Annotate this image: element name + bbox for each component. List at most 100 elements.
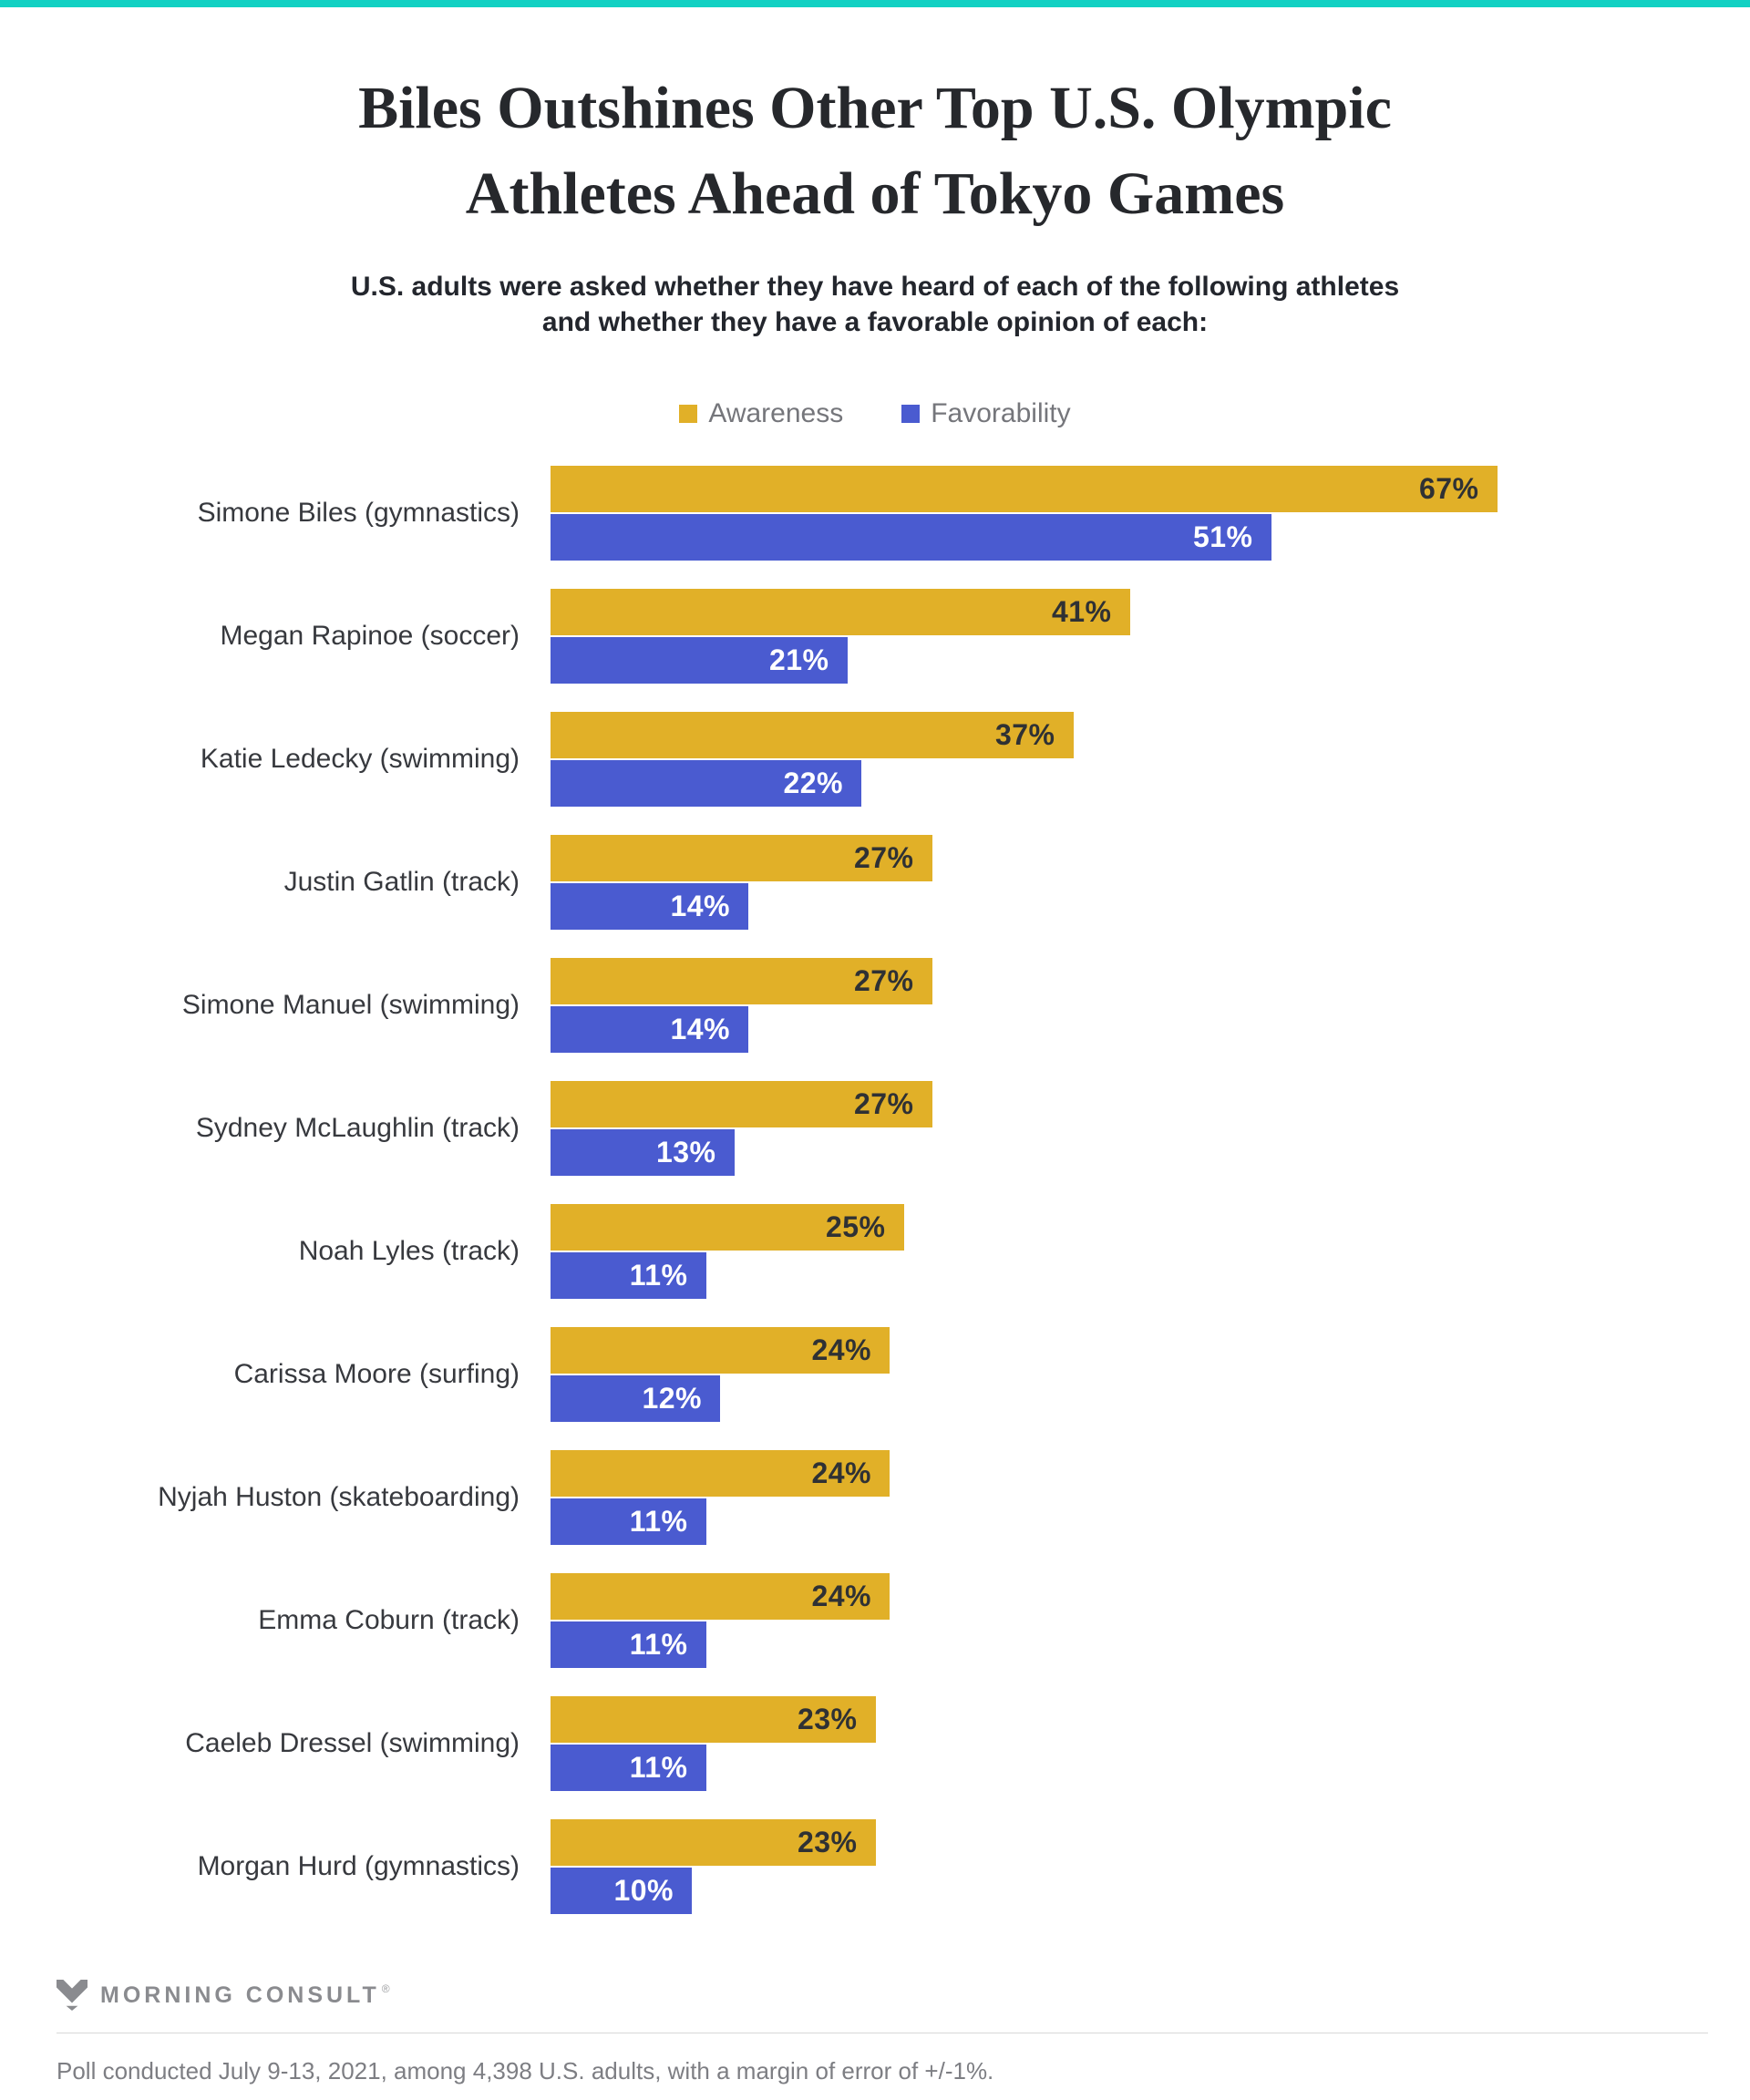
athlete-bars: 24% 11% <box>551 1573 890 1669</box>
awareness-bar: 25% <box>551 1204 904 1251</box>
registered-mark: ® <box>381 1982 390 1996</box>
chart-subtitle-line2: and whether they have a favorable opinio… <box>541 307 1209 338</box>
athlete-label: Simone Biles (gymnastics) <box>197 498 520 529</box>
favorability-value-label: 11% <box>629 1259 688 1292</box>
athlete-bars: 41% 21% <box>551 589 1130 685</box>
awareness-value-label: 23% <box>797 1703 858 1736</box>
athlete-row: Sydney McLaughlin (track) 27% 13% <box>0 1081 1750 1177</box>
awareness-value-label: 67% <box>1418 472 1479 506</box>
athlete-row: Katie Ledecky (swimming) 37% 22% <box>0 712 1750 808</box>
legend-item-awareness: Awareness <box>679 398 843 429</box>
awareness-value-label: 24% <box>811 1333 871 1367</box>
favorability-value-label: 14% <box>670 1013 730 1046</box>
favorability-bar: 11% <box>551 1621 706 1669</box>
logo-text: MORNING CONSULT <box>100 1982 380 2009</box>
athlete-row: Noah Lyles (track) 25% 11% <box>0 1204 1750 1300</box>
morning-consult-logo: MORNING CONSULT ® <box>57 1980 1708 2012</box>
awareness-bar: 23% <box>551 1696 876 1744</box>
athlete-bars: 24% 12% <box>551 1327 890 1423</box>
awareness-bar: 27% <box>551 1081 932 1128</box>
favorability-bar: 14% <box>551 1006 748 1054</box>
awareness-bar: 24% <box>551 1573 890 1621</box>
awareness-value-label: 27% <box>853 1087 914 1121</box>
favorability-bar: 11% <box>551 1745 706 1792</box>
athlete-row: Simone Manuel (swimming) 27% 14% <box>0 958 1750 1054</box>
athlete-label: Emma Coburn (track) <box>258 1605 520 1636</box>
athlete-label: Nyjah Huston (skateboarding) <box>158 1482 520 1513</box>
athlete-row: Morgan Hurd (gymnastics) 23% 10% <box>0 1819 1750 1915</box>
athlete-bars: 27% 13% <box>551 1081 932 1177</box>
favorability-value-label: 11% <box>629 1628 688 1662</box>
awareness-swatch-icon <box>679 405 698 424</box>
chart-subtitle: U.S. adults were asked whether they have… <box>55 269 1695 340</box>
chart-title-line1: Biles Outshines Other Top U.S. Olympic <box>358 75 1392 141</box>
top-accent-bar <box>0 0 1750 7</box>
awareness-bar: 24% <box>551 1450 890 1498</box>
awareness-value-label: 27% <box>853 841 914 875</box>
athlete-bars: 25% 11% <box>551 1204 904 1300</box>
favorability-bar: 14% <box>551 883 748 931</box>
athlete-bars: 67% 51% <box>551 466 1498 561</box>
athlete-bars: 23% 11% <box>551 1696 876 1792</box>
favorability-value-label: 51% <box>1192 520 1253 554</box>
legend: Awareness Favorability <box>0 398 1750 429</box>
legend-label-awareness: Awareness <box>708 398 844 429</box>
chart-subtitle-line1: U.S. adults were asked whether they have… <box>350 272 1400 303</box>
athlete-bars: 24% 11% <box>551 1450 890 1546</box>
athlete-label: Sydney McLaughlin (track) <box>195 1113 520 1144</box>
awareness-value-label: 41% <box>1051 595 1112 629</box>
awareness-value-label: 24% <box>811 1457 871 1490</box>
athlete-label: Justin Gatlin (track) <box>283 867 520 898</box>
awareness-bar: 27% <box>551 958 932 1005</box>
athlete-row: Justin Gatlin (track) 27% 14% <box>0 835 1750 931</box>
favorability-swatch-icon <box>901 405 921 424</box>
athlete-row: Simone Biles (gymnastics) 67% 51% <box>0 466 1750 561</box>
athlete-row: Emma Coburn (track) 24% 11% <box>0 1573 1750 1669</box>
athlete-label: Carissa Moore (surfing) <box>233 1359 520 1390</box>
favorability-bar: 13% <box>551 1129 735 1177</box>
athlete-row: Megan Rapinoe (soccer) 41% 21% <box>0 589 1750 685</box>
awareness-bar: 23% <box>551 1819 876 1867</box>
athlete-row: Caeleb Dressel (swimming) 23% 11% <box>0 1696 1750 1792</box>
poll-note: Poll conducted July 9-13, 2021, among 4,… <box>57 2057 994 2085</box>
athlete-label: Morgan Hurd (gymnastics) <box>197 1851 520 1882</box>
morning-consult-m-icon <box>57 1980 88 2012</box>
awareness-value-label: 24% <box>811 1580 871 1613</box>
favorability-value-label: 21% <box>768 643 829 677</box>
athlete-bars: 27% 14% <box>551 958 932 1054</box>
athlete-label: Caeleb Dressel (swimming) <box>185 1728 520 1759</box>
athlete-bars: 23% 10% <box>551 1819 876 1915</box>
athlete-label: Katie Ledecky (swimming) <box>200 744 520 775</box>
athlete-bars: 37% 22% <box>551 712 1074 808</box>
awareness-value-label: 23% <box>797 1826 858 1859</box>
favorability-bar: 11% <box>551 1252 706 1300</box>
favorability-value-label: 14% <box>670 890 730 923</box>
athlete-row: Carissa Moore (surfing) 24% 12% <box>0 1327 1750 1423</box>
athlete-label: Megan Rapinoe (soccer) <box>220 621 520 652</box>
favorability-value-label: 11% <box>629 1751 688 1785</box>
chart-title: Biles Outshines Other Top U.S. Olympic A… <box>36 66 1714 236</box>
favorability-bar: 22% <box>551 760 861 808</box>
awareness-bar: 24% <box>551 1327 890 1374</box>
awareness-bar: 67% <box>551 466 1498 513</box>
athlete-label: Noah Lyles (track) <box>298 1236 520 1267</box>
awareness-bar: 27% <box>551 835 932 882</box>
favorability-bar: 12% <box>551 1375 720 1423</box>
athlete-bars: 27% 14% <box>551 835 932 931</box>
awareness-value-label: 37% <box>994 718 1055 752</box>
awareness-value-label: 25% <box>825 1210 886 1244</box>
legend-label-favorability: Favorability <box>931 398 1071 429</box>
favorability-value-label: 12% <box>642 1382 702 1415</box>
athlete-row: Nyjah Huston (skateboarding) 24% 11% <box>0 1450 1750 1546</box>
awareness-bar: 41% <box>551 589 1130 636</box>
favorability-value-label: 22% <box>783 767 843 800</box>
favorability-value-label: 11% <box>629 1505 688 1539</box>
favorability-value-label: 13% <box>655 1136 716 1169</box>
awareness-value-label: 27% <box>853 964 914 998</box>
footer: MORNING CONSULT ® Poll conducted July 9-… <box>57 1980 1708 2085</box>
favorability-bar: 11% <box>551 1498 706 1546</box>
favorability-bar: 10% <box>551 1868 692 1915</box>
bar-chart: Simone Biles (gymnastics) 67% 51% Megan … <box>0 466 1750 1915</box>
favorability-bar: 21% <box>551 637 848 685</box>
